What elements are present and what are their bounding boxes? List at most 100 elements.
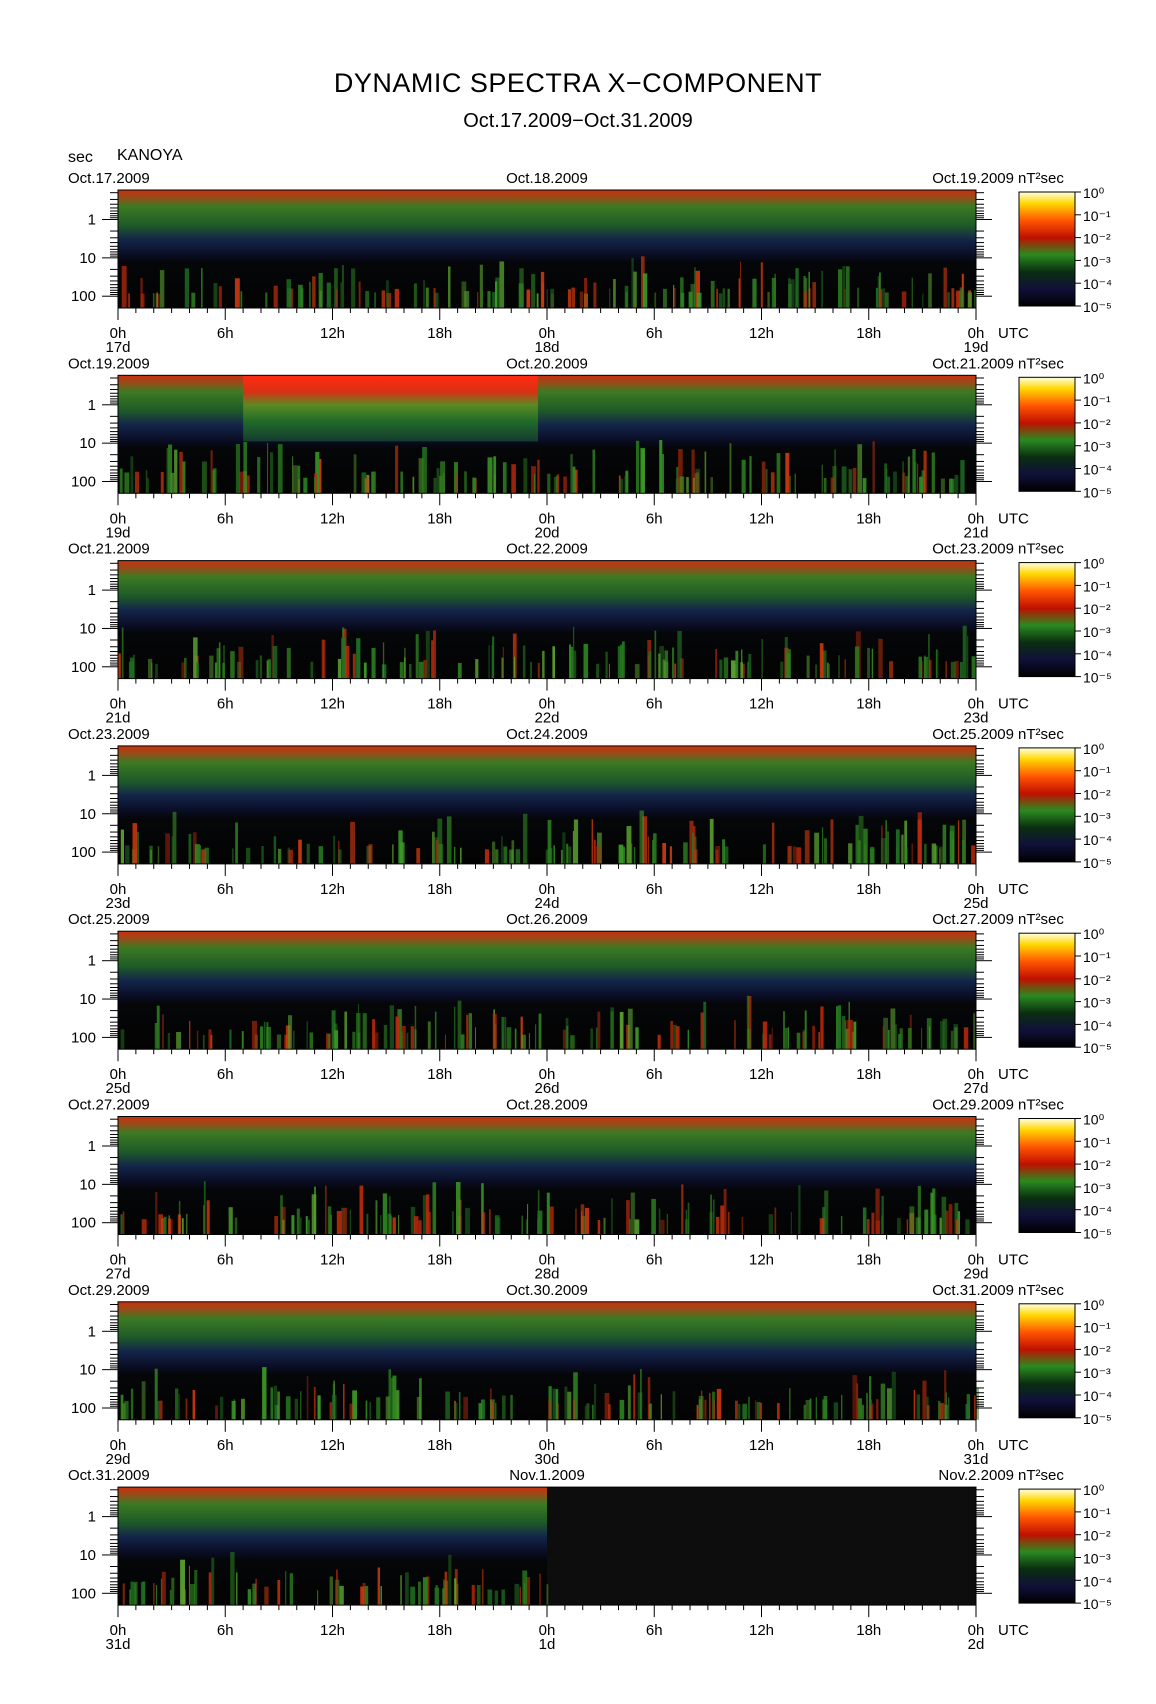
activity-streak	[331, 1394, 337, 1420]
activity-streak	[165, 833, 170, 864]
activity-streak	[696, 292, 702, 308]
activity-streak	[400, 1031, 403, 1050]
activity-streak	[337, 658, 342, 679]
activity-streak	[680, 292, 685, 308]
activity-streak	[727, 1211, 730, 1235]
panel-mid-date: Oct.18.2009	[506, 170, 588, 187]
activity-streak	[298, 839, 302, 864]
activity-streak	[858, 815, 864, 864]
activity-streak	[326, 282, 331, 308]
activity-streak	[939, 848, 941, 864]
activity-streak	[878, 638, 883, 679]
activity-streak	[433, 287, 436, 308]
activity-streak	[710, 477, 713, 494]
activity-streak	[738, 1404, 741, 1420]
activity-streak	[959, 287, 963, 308]
activity-streak	[188, 833, 192, 864]
activity-streak	[796, 847, 801, 864]
activity-streak	[398, 833, 400, 864]
colorbar-tick-label: 10⁻⁵	[1083, 1040, 1112, 1056]
activity-streak	[939, 1217, 942, 1235]
panel-start-date: Oct.29.2009	[68, 1282, 150, 1299]
activity-streak	[230, 651, 235, 679]
activity-streak	[741, 663, 745, 679]
activity-streak	[394, 288, 399, 308]
activity-streak	[121, 265, 127, 308]
activity-streak	[942, 1018, 948, 1050]
activity-streak	[891, 1371, 896, 1420]
activity-streak	[457, 663, 462, 679]
activity-streak	[685, 1209, 688, 1235]
activity-streak	[204, 847, 209, 864]
activity-streak	[418, 661, 424, 679]
activity-streak	[687, 1029, 690, 1050]
activity-streak	[634, 1219, 640, 1235]
activity-streak	[128, 293, 130, 308]
x-tick-label: 12h	[749, 696, 774, 713]
activity-streak	[241, 1031, 244, 1050]
x-tick-label: 18h	[856, 1066, 881, 1083]
activity-streak	[742, 1404, 748, 1420]
activity-streak	[828, 664, 830, 679]
activity-streak	[820, 1006, 824, 1050]
activity-streak	[798, 1185, 801, 1235]
panel-start-date: Oct.17.2009	[68, 170, 150, 187]
activity-streak	[885, 820, 887, 864]
activity-streak	[922, 293, 924, 308]
x-unit-label: UTC	[998, 1622, 1029, 1639]
activity-streak	[492, 841, 496, 864]
activity-streak	[461, 281, 467, 308]
spectrum-panel: Oct.31.2009 Nov.1.2009 Nov.2.2009 nT²sec 1 10…	[68, 1467, 1112, 1653]
panel-start-date: Oct.31.2009	[68, 1467, 150, 1484]
activity-streak	[684, 1219, 690, 1235]
activity-streak	[938, 846, 944, 864]
activity-streak	[604, 1393, 610, 1420]
colorbar-tick-label: 10⁰	[1083, 1112, 1105, 1128]
activity-streak	[675, 478, 679, 494]
activity-streak	[196, 1030, 199, 1050]
activity-streak	[475, 659, 479, 679]
x-tick-label: 6h	[646, 696, 663, 713]
y-tick-label: 10	[79, 620, 96, 637]
activity-streak	[522, 645, 526, 679]
activity-streak	[528, 1033, 530, 1050]
activity-streak	[374, 292, 376, 308]
x-tick-label: 18h	[427, 325, 452, 342]
station-name: KANOYA	[117, 147, 183, 164]
activity-streak	[768, 1214, 774, 1235]
activity-streak	[394, 1390, 400, 1420]
activity-streak	[911, 277, 913, 308]
activity-streak	[390, 1378, 394, 1420]
activity-streak	[563, 476, 567, 494]
activity-streak	[333, 835, 336, 864]
activity-streak	[286, 279, 292, 308]
activity-streak	[561, 849, 563, 864]
colorbar-tick-label: 10⁰	[1083, 1297, 1105, 1313]
spectrum-panel: Oct.25.2009 Oct.26.2009 Oct.27.2009 nT²sec 1…	[68, 911, 1112, 1097]
activity-streak	[495, 849, 499, 864]
activity-streak	[277, 1580, 281, 1606]
day-label: 1d	[539, 1636, 556, 1653]
colorbar	[1018, 1303, 1076, 1419]
activity-streak	[371, 471, 376, 494]
x-tick-label: 6h	[217, 881, 234, 898]
activity-streak	[824, 1190, 829, 1235]
activity-streak	[953, 1024, 959, 1050]
colorbar-tick-label: 10⁰	[1083, 370, 1105, 386]
activity-streak	[451, 1211, 454, 1235]
activity-streak	[956, 290, 960, 308]
activity-streak	[739, 261, 741, 308]
activity-streak	[881, 288, 886, 308]
activity-streak	[145, 470, 148, 494]
activity-streak	[930, 1192, 934, 1235]
activity-streak	[931, 843, 937, 864]
activity-streak	[266, 1026, 271, 1050]
activity-streak	[804, 1010, 807, 1050]
x-tick-label: 12h	[749, 1437, 774, 1454]
activity-streak	[723, 657, 729, 679]
activity-streak	[358, 281, 361, 308]
activity-streak	[564, 1386, 568, 1420]
activity-streak	[463, 1396, 468, 1420]
activity-streak	[659, 454, 664, 494]
activity-streak	[826, 662, 829, 679]
